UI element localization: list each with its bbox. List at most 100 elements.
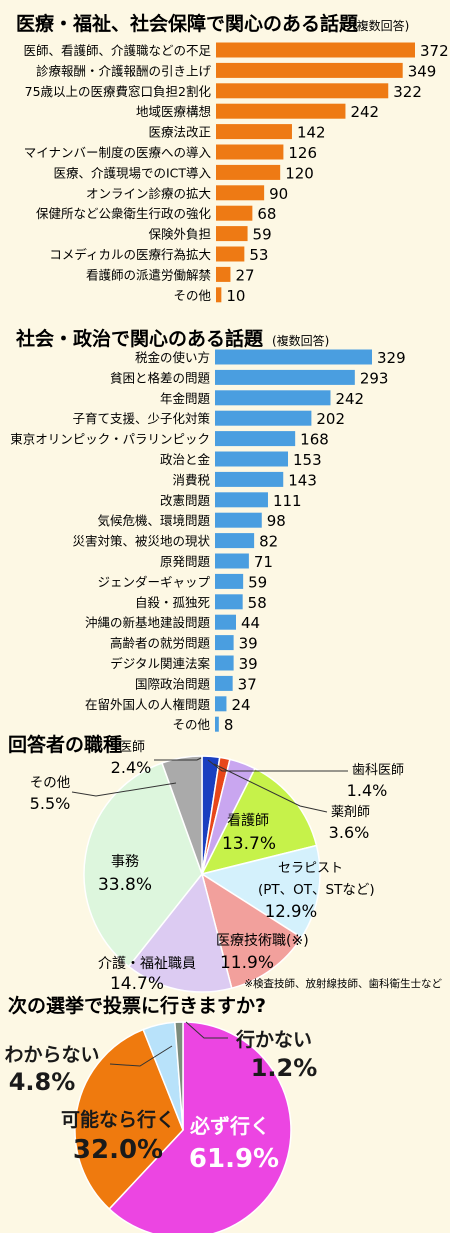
bar-17 <box>215 696 227 712</box>
value-label: 59 <box>253 226 272 244</box>
value-label: 71 <box>254 553 273 571</box>
value-label: 24 <box>231 696 250 714</box>
leader-line <box>185 1021 228 1039</box>
occupation-slice-8 <box>161 755 203 875</box>
bar-0 <box>216 42 415 58</box>
category-label: ジェンダーギャップ <box>97 574 210 589</box>
category-label: 保険外負担 <box>148 227 211 242</box>
slice-name: 介護・福祉職員 <box>98 956 196 972</box>
chart-subtitle: (複数回答) <box>352 18 409 33</box>
bar-1 <box>215 369 355 385</box>
category-label: 税金の使い方 <box>135 350 210 365</box>
value-label: 142 <box>297 124 326 142</box>
vote-slice-1 <box>74 1028 184 1210</box>
slice-percent: 32.0% <box>73 1135 163 1165</box>
slice-percent: 13.7% <box>222 834 276 854</box>
bar-10 <box>215 553 249 569</box>
category-label: 高齢者の就労問題 <box>110 636 211 651</box>
category-label: 原発問題 <box>160 554 211 569</box>
bar-6 <box>215 471 284 487</box>
category-label: 東京オリンピック・パラリンピック <box>10 432 210 447</box>
value-label: 322 <box>393 83 422 101</box>
bar-13 <box>215 614 236 630</box>
slice-percent: 1.4% <box>347 781 388 800</box>
category-label: 災害対策、被災地の現状 <box>72 534 210 549</box>
bar-5 <box>215 451 289 467</box>
category-label: 診療報酬・介護報酬の引き上げ <box>36 63 212 78</box>
value-label: 126 <box>288 144 317 162</box>
value-label: 90 <box>269 185 288 203</box>
category-label: 地域医療構想 <box>136 104 211 119</box>
value-label: 27 <box>235 266 254 284</box>
category-label: 沖縄の新基地建設問題 <box>85 615 211 630</box>
slice-name: 医師 <box>119 740 145 755</box>
value-label: 8 <box>224 716 234 734</box>
bar-8 <box>215 512 262 528</box>
category-label: その他 <box>173 288 211 303</box>
category-label: 消費税 <box>172 472 210 487</box>
value-label: 120 <box>285 164 314 182</box>
occupation-slice-7 <box>83 762 203 968</box>
bar-2 <box>215 390 331 406</box>
value-label: 44 <box>241 614 260 632</box>
value-label: 68 <box>257 205 276 223</box>
category-label: 自殺・孤独死 <box>135 595 210 610</box>
slice-percent: 3.6% <box>329 823 370 842</box>
category-label: 改憲問題 <box>160 493 211 508</box>
bar-4 <box>215 431 296 447</box>
value-label: 39 <box>239 655 258 673</box>
value-label: 37 <box>238 675 257 693</box>
bar-7 <box>215 492 268 508</box>
chart-title: 次の選挙で投票に行きますか? <box>8 994 266 1017</box>
value-label: 59 <box>248 573 267 591</box>
bar-12 <box>216 287 222 303</box>
slice-percent: 61.9% <box>189 1144 279 1174</box>
chart-title: 回答者の職種 <box>8 733 122 756</box>
category-label: 子育て支援、少子化対策 <box>72 411 210 426</box>
slice-percent: 1.2% <box>251 1054 318 1082</box>
category-label: 貧困と格差の問題 <box>110 370 211 385</box>
bar-3 <box>215 410 312 426</box>
slice-percent: 14.7% <box>110 974 164 994</box>
value-label: 168 <box>300 431 329 449</box>
bar-12 <box>215 594 243 610</box>
value-label: 143 <box>288 471 317 489</box>
occupation-slice-6 <box>127 872 233 993</box>
leader-line <box>71 782 177 797</box>
category-label: 気候危機、環境問題 <box>97 513 210 528</box>
slice-percent: 5.5% <box>30 794 71 813</box>
value-label: 98 <box>267 512 286 530</box>
bar-14 <box>215 635 234 651</box>
category-label: 年金問題 <box>160 391 211 406</box>
value-label: 242 <box>350 103 379 121</box>
category-label: 75歳以上の医療費窓口負担2割化 <box>25 84 212 99</box>
footnote: ※検査技師、放射線技師、歯科衛生士など <box>244 977 442 990</box>
bar-8 <box>216 205 253 221</box>
value-label: 82 <box>259 533 278 551</box>
chart-title: 医療・福祉、社会保障で関心のある話題 <box>16 12 359 35</box>
bar-2 <box>216 83 389 99</box>
leader-line <box>154 757 202 761</box>
category-label: 医療法改正 <box>148 125 211 140</box>
value-label: 372 <box>420 42 449 60</box>
slice-name: 可能なら行く <box>61 1108 175 1131</box>
slice-name: 事務 <box>111 854 139 870</box>
bar-11 <box>216 266 231 282</box>
bar-10 <box>216 246 245 262</box>
value-label: 39 <box>239 635 258 653</box>
category-label: オンライン診療の拡大 <box>86 186 211 201</box>
bar-7 <box>216 185 265 201</box>
occupation-slice-5 <box>200 872 303 990</box>
value-label: 111 <box>273 492 302 510</box>
bar-1 <box>216 62 403 78</box>
value-label: 153 <box>293 451 322 469</box>
slice-name: 歯科医師 <box>352 763 404 778</box>
slice-sub: (PT、OT、STなど) <box>258 882 375 898</box>
slice-name: 薬剤師 <box>331 804 370 820</box>
chart-title: 社会・政治で関心のある話題 <box>15 327 264 350</box>
slice-name: 看護師 <box>227 813 269 829</box>
value-label: 242 <box>335 390 364 408</box>
category-label: 国際政治問題 <box>135 676 211 691</box>
leader-line <box>109 1045 173 1067</box>
